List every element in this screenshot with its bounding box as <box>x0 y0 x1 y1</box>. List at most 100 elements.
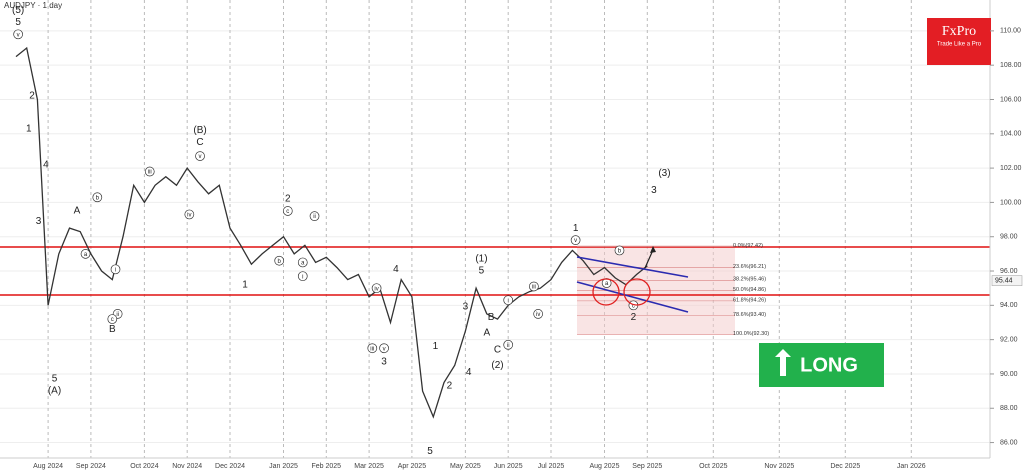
x-tick-label: Apr 2025 <box>398 463 427 470</box>
wave-label: 1 <box>242 279 248 290</box>
wave-label: 4 <box>43 159 49 170</box>
chart-title: AUDJPY · 1 day <box>4 1 62 10</box>
long-label: LONG <box>800 354 858 376</box>
wave-label: 1 <box>26 123 32 134</box>
wave-circle <box>297 271 308 282</box>
price-tag <box>991 275 1023 286</box>
wave-circle <box>503 339 514 350</box>
y-tick-label: 96.00 <box>1000 268 1018 275</box>
wave-label: iv <box>374 286 378 292</box>
x-tick-label: Oct 2024 <box>130 463 159 470</box>
wave-circle <box>529 281 539 292</box>
y-tick-label: 104.00 <box>1000 131 1022 138</box>
fib-label: 38.2%(95.46) <box>733 277 766 283</box>
fib-label: 0.0%(97.42) <box>733 243 763 249</box>
x-tick-label: Mar 2025 <box>354 463 384 470</box>
wave-label: c <box>111 317 114 323</box>
wave-label: C <box>494 345 501 356</box>
x-tick-label: Aug 2025 <box>590 463 620 470</box>
wave-label: v <box>574 238 577 244</box>
trend-arrow-head <box>650 246 656 253</box>
wave-circle <box>282 206 293 216</box>
x-tick-label: Dec 2025 <box>830 463 860 470</box>
wave-circle <box>379 343 389 354</box>
wave-label: (3) <box>658 168 670 179</box>
x-tick-label: Sep 2025 <box>632 463 662 470</box>
highlight-circle <box>592 278 620 306</box>
y-tick-label: 92.00 <box>1000 336 1018 343</box>
x-tick-label: Feb 2025 <box>312 463 342 470</box>
channel-upper <box>576 256 689 278</box>
price-line <box>15 46 648 419</box>
wave-label: A <box>483 327 490 338</box>
wave-label: A <box>74 206 81 217</box>
y-tick-label: 86.00 <box>1000 439 1018 446</box>
wave-label: 4 <box>393 264 399 275</box>
wave-label: iii <box>370 346 374 352</box>
wave-circle <box>195 151 205 161</box>
y-tick-label: 106.00 <box>1000 96 1022 103</box>
wave-label: ii <box>313 214 316 220</box>
x-tick-label: Jan 2025 <box>269 463 298 470</box>
wave-circle <box>570 235 581 245</box>
wave-label: v <box>17 32 20 38</box>
y-tick-label: 94.00 <box>1000 302 1018 309</box>
channel-lower <box>576 281 689 313</box>
x-tick-label: Jul 2025 <box>538 463 565 470</box>
wave-label: ii <box>507 343 510 349</box>
wave-label: c <box>286 209 289 215</box>
wave-label: 2 <box>29 91 35 102</box>
x-tick-label: Dec 2024 <box>215 463 245 470</box>
wave-label: 5 <box>427 446 433 457</box>
x-tick-label: Jun 2025 <box>494 463 523 470</box>
wave-label: c <box>632 303 635 309</box>
wave-circle <box>110 264 121 275</box>
logo-brand: FxPro <box>942 24 976 39</box>
wave-circle <box>533 309 544 319</box>
wave-label: 1 <box>433 341 439 352</box>
fib-box <box>577 245 735 335</box>
y-tick-label: 110.00 <box>1000 28 1021 35</box>
wave-circle <box>274 255 285 266</box>
wave-label: (A) <box>48 386 61 397</box>
y-tick-label: 98.00 <box>1000 234 1018 241</box>
wave-label: 3 <box>651 185 657 196</box>
wave-label: 2 <box>285 194 291 205</box>
wave-circle <box>92 192 103 203</box>
wave-label: i <box>115 267 116 273</box>
wave-label: a <box>301 261 305 267</box>
wave-label: v <box>199 154 202 160</box>
x-tick-label: Oct 2025 <box>699 463 728 470</box>
wave-circle <box>184 209 195 220</box>
wave-circle <box>297 257 308 268</box>
wave-label: iii <box>148 170 152 176</box>
wave-label: (B) <box>193 125 206 136</box>
highlight-circle <box>623 278 651 306</box>
wave-label: (2) <box>491 360 503 371</box>
wave-circle <box>107 314 118 324</box>
fib-label: 61.8%(94.26) <box>733 297 766 303</box>
x-tick-label: Nov 2024 <box>172 463 202 470</box>
wave-circle <box>144 166 155 177</box>
y-tick-label: 108.00 <box>1000 62 1022 69</box>
wave-label: a <box>84 252 88 258</box>
long-badge <box>759 343 884 387</box>
wave-label: (5) <box>12 5 24 16</box>
fib-label: 78.6%(93.40) <box>733 312 766 318</box>
wave-label: v <box>383 346 386 352</box>
wave-label: b <box>96 195 100 201</box>
wave-circle <box>371 283 382 294</box>
wave-circle <box>13 29 23 40</box>
wave-label: 5 <box>15 17 21 28</box>
fib-label: 50.0%(94.86) <box>733 287 766 293</box>
wave-label: 2 <box>631 312 637 323</box>
y-tick-label: 102.00 <box>1000 165 1022 172</box>
wave-label: C <box>196 137 203 148</box>
x-tick-label: Nov 2025 <box>764 463 794 470</box>
wave-label: 3 <box>36 216 42 227</box>
y-tick-label: 88.00 <box>1000 405 1018 412</box>
wave-label: (1) <box>475 254 487 265</box>
